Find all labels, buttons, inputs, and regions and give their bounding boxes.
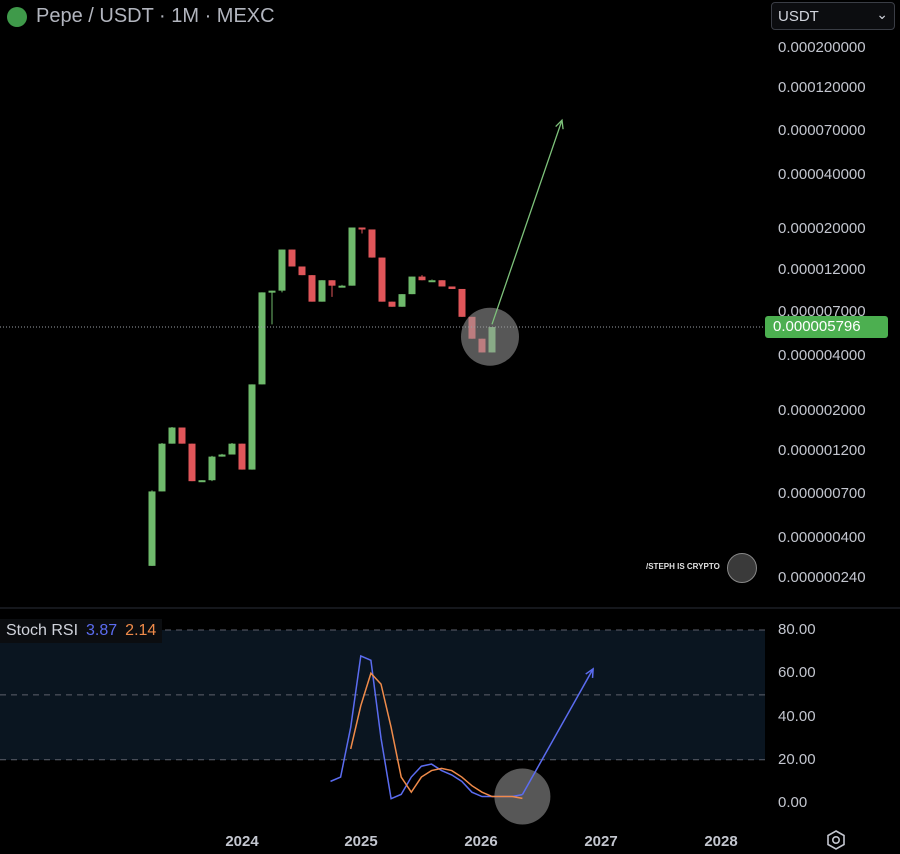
price-tick-label: 0.000004000	[778, 347, 866, 365]
candle-up	[218, 454, 226, 457]
stoch-tick-label: 60.00	[778, 664, 816, 682]
candle-down	[368, 229, 376, 258]
candle-up	[258, 292, 266, 385]
candle-down	[298, 266, 306, 276]
price-tick-label: 0.000200000	[778, 39, 866, 56]
price-tick-label: 0.000012000	[778, 260, 866, 278]
candle-up	[278, 249, 286, 291]
candle-up	[228, 443, 236, 455]
currency-select-value: USDT	[778, 8, 819, 25]
candle-down	[418, 276, 426, 281]
candle-up	[208, 456, 216, 481]
candle-up	[348, 227, 356, 286]
candle-up	[428, 280, 436, 283]
stoch-rsi-k-value: 3.87	[86, 622, 118, 639]
price-tick-label: 0.000000700	[778, 484, 866, 502]
candle-up	[338, 285, 346, 288]
current-price-label: 0.000005796	[773, 318, 861, 336]
current-price-badge: 0.000005796	[765, 316, 888, 339]
time-tick-label: 2028	[704, 833, 737, 850]
settings-icon[interactable]	[825, 829, 847, 851]
stoch-rsi-d-value: 2.14	[125, 622, 157, 639]
price-tick-label: 0.000002000	[778, 401, 866, 419]
currency-select[interactable]: USDT ⌄	[771, 2, 895, 30]
candle-down	[438, 280, 446, 287]
pepe-logo-icon	[7, 7, 27, 27]
price-tick-label: 0.000000400	[778, 528, 866, 546]
avatar-icon	[727, 553, 757, 583]
price-tick-label: 0.000070000	[778, 121, 866, 139]
candle-down	[178, 427, 186, 444]
stoch-rsi-legend[interactable]: Stoch RSI 3.87 2.14	[0, 619, 163, 643]
stoch-projection-arrow	[521, 668, 594, 795]
stoch-d-line	[349, 671, 523, 800]
watermark-text: /STEPH IS CRYPTO	[646, 562, 720, 571]
candle-down	[308, 275, 316, 302]
candle-down	[448, 286, 456, 289]
candle-up	[268, 290, 276, 293]
candle-up	[148, 491, 156, 566]
candle-up	[318, 280, 326, 302]
candle-down	[378, 257, 386, 302]
candle-down	[458, 288, 466, 317]
candle-up	[248, 384, 256, 470]
projection-arrowhead	[555, 118, 564, 130]
price-tick-label: 0.000020000	[778, 220, 866, 238]
price-tick-label: 0.000000240	[778, 569, 866, 586]
candle-down	[328, 280, 336, 286]
candle-down	[358, 227, 366, 230]
candle-down	[188, 443, 196, 482]
stoch-tick-label: 80.00	[778, 621, 816, 638]
stoch-rsi-name: Stoch RSI	[6, 622, 79, 639]
stoch-tick-label: 40.00	[778, 707, 816, 725]
time-tick-label: 2025	[344, 833, 377, 850]
price-tick-label: 0.000007000	[778, 303, 866, 321]
candle-up	[158, 443, 166, 492]
candle-up	[408, 276, 416, 295]
price-tick-label: 0.000040000	[778, 165, 866, 183]
candle-up	[168, 427, 176, 444]
stoch-highlight-circle	[494, 768, 551, 825]
candle-down	[238, 443, 246, 470]
time-tick-label: 2027	[584, 833, 617, 850]
stoch-band-fill	[0, 630, 765, 760]
chevron-down-icon: ⌄	[876, 6, 888, 22]
time-tick-label: 2024	[225, 833, 259, 850]
stoch-tick-label: 0.00	[778, 794, 808, 811]
candle-up	[198, 480, 206, 483]
time-tick-label: 2026	[464, 833, 497, 850]
candle-down	[388, 301, 396, 307]
stoch-tick-label: 20.00	[778, 750, 816, 768]
stoch-projection-arrowhead	[585, 667, 594, 678]
price-tick-label: 0.000001200	[778, 442, 866, 460]
projection-arrow	[491, 119, 563, 325]
chart-title: Pepe / USDT · 1M · MEXC	[36, 5, 275, 27]
candle-up	[398, 294, 406, 307]
highlight-circle	[461, 307, 519, 366]
price-tick-label: 0.000120000	[778, 79, 866, 97]
candle-down	[288, 249, 296, 267]
